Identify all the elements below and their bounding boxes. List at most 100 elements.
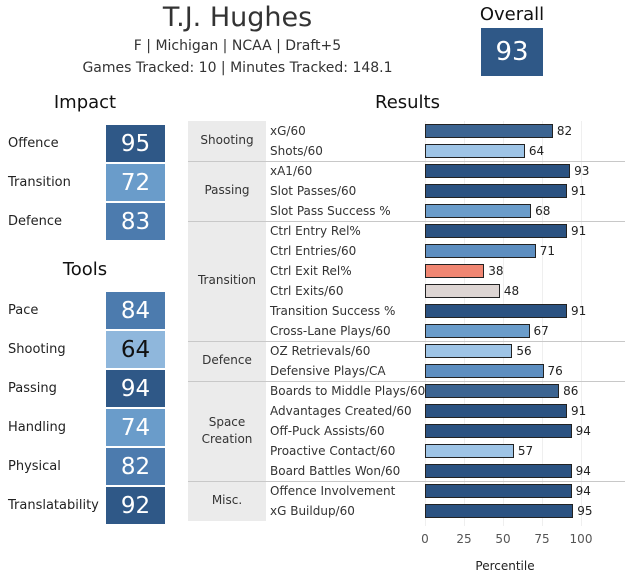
percentile-bar (425, 164, 571, 178)
percentile-bar (425, 424, 572, 438)
percentile-bar (425, 384, 560, 398)
bar-value-label: 91 (570, 184, 587, 198)
group-label: Transition (197, 273, 257, 288)
group-separator (188, 161, 625, 162)
metric-label: Advantages Created/60 (270, 404, 412, 418)
metric-label: Transition Success % (270, 304, 396, 318)
group-shade (188, 381, 266, 481)
bar-value-label: 71 (539, 244, 556, 258)
percentile-bar (425, 364, 544, 378)
overall-label: Overall (479, 4, 545, 25)
tools-label-passing: Passing (8, 381, 57, 396)
group-separator (188, 221, 625, 222)
tools-score-passing: 94 (106, 370, 165, 407)
metric-label: Boards to Middle Plays/60 (270, 384, 426, 398)
impact-score-offence: 95 (106, 125, 165, 162)
group-separator (188, 341, 625, 342)
impact-label-offence: Offence (8, 136, 59, 151)
metric-label: Ctrl Exit Rel% (270, 264, 352, 278)
bar-value-label: 86 (563, 384, 579, 398)
percentile-bar (425, 504, 574, 518)
metric-label: Board Battles Won/60 (270, 464, 401, 478)
results-chart: Shooting xG/60 82 Shots/60 64 Passing xA1/60 93… (188, 121, 625, 526)
bar-value-label: 48 (503, 284, 520, 298)
percentile-bar (425, 324, 530, 338)
metric-label: OZ Retrievals/60 (270, 344, 371, 358)
group-label: Shooting (200, 133, 254, 148)
percentile-bar (425, 404, 567, 418)
player-info: F | Michigan | NCAA | Draft+5 (133, 38, 342, 54)
impact-label-defence: Defence (8, 214, 62, 229)
axis-tick-label: 25 (456, 532, 472, 546)
player-name: T.J. Hughes (162, 2, 313, 33)
axis-title: Percentile (475, 559, 535, 573)
metric-label: xA1/60 (270, 164, 313, 178)
metric-label: Shots/60 (270, 144, 323, 158)
metric-label: Slot Passes/60 (270, 184, 357, 198)
group-separator (188, 381, 625, 382)
group-label: Defence (202, 353, 252, 368)
tools-label-physical: Physical (8, 459, 61, 474)
bar-value-label: 95 (577, 504, 593, 518)
metric-label: Offence Involvement (270, 484, 396, 498)
axis-tick-label: 50 (495, 532, 511, 546)
percentile-bar (425, 484, 572, 498)
group-label: Passing (204, 183, 250, 198)
bar-value-label: 91 (570, 404, 587, 418)
gridline (503, 121, 504, 526)
bar-value-label: 94 (575, 464, 591, 478)
bar-value-label: 94 (575, 424, 591, 438)
group-shade (188, 481, 266, 521)
group-shade (188, 161, 266, 221)
metric-label: xG Buildup/60 (270, 504, 355, 518)
gridline (464, 121, 465, 526)
overall-score: 93 (481, 28, 543, 76)
bar-value-label: 94 (575, 484, 591, 498)
metric-label: Slot Pass Success % (270, 204, 391, 218)
tools-score-physical: 82 (106, 448, 165, 485)
tools-label-shooting: Shooting (8, 342, 66, 357)
gridline (425, 121, 426, 526)
bar-value-label: 64 (528, 144, 545, 158)
bar-value-label: 76 (547, 364, 563, 378)
metric-label: Cross-Lane Plays/60 (270, 324, 391, 338)
metric-label: xG/60 (270, 124, 306, 138)
percentile-bar (425, 464, 572, 478)
percentile-bar (425, 124, 553, 138)
bar-value-label: 38 (488, 264, 504, 278)
metric-label: Off-Puck Assists/60 (270, 424, 385, 438)
metric-label: Proactive Contact/60 (270, 444, 396, 458)
bar-value-label: 82 (556, 124, 573, 138)
percentile-bar (425, 224, 567, 238)
percentile-bar (425, 184, 567, 198)
bar-value-label: 91 (570, 224, 587, 238)
bar-value-label: 68 (535, 204, 551, 218)
axis-tick-label: 75 (534, 532, 550, 546)
tools-score-pace: 84 (106, 292, 165, 329)
percentile-bar (425, 444, 514, 458)
percentile-bar (425, 144, 525, 158)
bar-value-label: 93 (574, 164, 590, 178)
bar-value-label: 57 (517, 444, 534, 458)
percentile-bar (425, 344, 513, 358)
tools-label-pace: Pace (8, 303, 39, 318)
tools-score-handling: 74 (106, 409, 165, 446)
bar-value-label: 67 (533, 324, 549, 338)
group-label: Misc. (211, 493, 243, 508)
percentile-bar (425, 204, 532, 218)
tools-label-handling: Handling (8, 420, 66, 435)
group-shade (188, 221, 266, 341)
metric-label: Ctrl Entries/60 (270, 244, 357, 258)
group-label: Space Creation (201, 414, 253, 446)
percentile-bar (425, 244, 536, 258)
axis-tick-label: 100 (569, 532, 593, 546)
bar-value-label: 56 (516, 344, 532, 358)
gridline (542, 121, 543, 526)
bar-value-label: 91 (570, 304, 587, 318)
tools-label-translatability: Translatability (8, 498, 99, 513)
metric-label: Ctrl Entry Rel% (270, 224, 361, 238)
metric-label: Defensive Plays/CA (270, 364, 386, 378)
impact-title: Impact (53, 92, 117, 113)
group-shade (188, 121, 266, 161)
tools-score-translatability: 92 (106, 487, 165, 524)
